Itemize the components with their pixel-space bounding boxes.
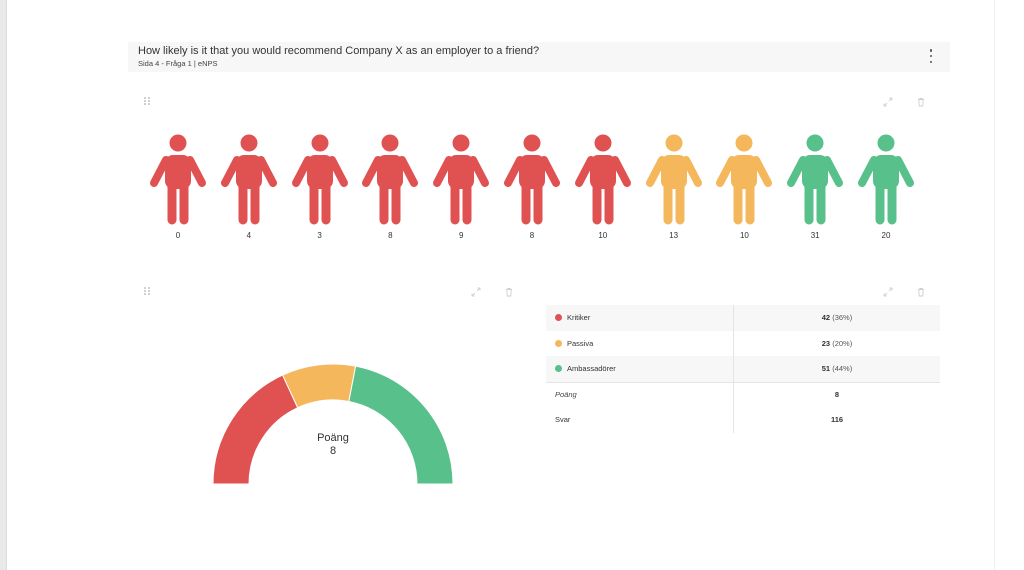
person-count-label: 0: [175, 231, 181, 240]
person-icon: [645, 134, 702, 225]
question-header: How likely is it that you would recommen…: [128, 42, 950, 72]
expand-icon[interactable]: [471, 287, 481, 297]
person-icon: [433, 134, 490, 225]
question-subtitle: Sida 4 - Fråga 1 | eNPS: [138, 59, 218, 68]
person-9: 31: [785, 133, 845, 243]
person-icon: [150, 134, 206, 225]
gauge-svg: [212, 363, 454, 485]
passive-dot: [555, 339, 562, 347]
row-label: Passiva: [567, 338, 594, 348]
person-count-label: 3: [317, 231, 322, 240]
summary-row-ambassadors: Ambassadörer 51 (44%): [546, 356, 940, 382]
delete-icon[interactable]: [916, 97, 926, 107]
score-label: Poäng: [555, 390, 577, 400]
person-icon: [362, 134, 419, 225]
person-6: 10: [573, 133, 633, 243]
drag-handle-icon[interactable]: [144, 97, 150, 105]
window-left-edge: [0, 0, 7, 570]
responses-label: Svar: [555, 415, 571, 425]
person-icon: [716, 134, 773, 225]
row-percent: (20%): [832, 338, 853, 348]
enps-gauge: Poäng 8: [205, 360, 461, 488]
critic-dot: [555, 314, 562, 322]
question-title: How likely is it that you would recommen…: [138, 45, 540, 57]
score-value: 8: [834, 390, 840, 400]
more-options-icon[interactable]: [928, 49, 934, 63]
person-count-label: 31: [810, 231, 820, 240]
row-percent: (44%): [832, 364, 853, 374]
person-icon: [858, 134, 914, 225]
row-count: 42: [821, 313, 831, 323]
person-8: 10: [714, 133, 774, 243]
person-count-label: 13: [669, 231, 679, 240]
expand-icon[interactable]: [883, 287, 893, 297]
window-right-edge: [994, 0, 1024, 570]
row-label: Ambassadörer: [567, 364, 616, 374]
person-count-label: 8: [388, 231, 393, 240]
gauge-segment-kritiker: [212, 374, 299, 485]
person-count-label: 10: [739, 231, 749, 240]
drag-handle-icon[interactable]: [144, 287, 150, 295]
gauge-label: Poäng: [317, 432, 349, 444]
row-count: 51: [821, 364, 831, 374]
row-count: 23: [821, 338, 831, 348]
person-4: 9: [431, 133, 491, 243]
person-icon: [504, 134, 560, 225]
person-2: 3: [290, 133, 350, 243]
summary-row-critics: Kritiker 42 (36%): [546, 305, 940, 331]
person-count-label: 4: [246, 231, 252, 240]
row-label: Kritiker: [567, 313, 591, 323]
person-5: 8: [502, 133, 562, 243]
person-count-label: 20: [881, 231, 891, 240]
gauge-segment-ambassadörer: [348, 365, 454, 485]
row-percent: (36%): [832, 313, 853, 323]
gauge-value: 8: [329, 445, 337, 457]
summary-row-passives: Passiva 23 (20%): [546, 330, 940, 356]
expand-icon[interactable]: [883, 97, 893, 107]
responses-value: 116: [830, 415, 844, 425]
person-3: 8: [360, 133, 420, 243]
person-10: 20: [856, 133, 916, 243]
person-1: 4: [219, 133, 279, 243]
summary-row-score: Poäng 8: [546, 381, 940, 407]
person-icon: [291, 134, 348, 225]
person-icon: [220, 134, 277, 225]
enps-pictogram-chart: 0 4 3 8 9 8 10 13 10 31 20: [148, 133, 928, 243]
person-icon: [787, 134, 844, 225]
person-count-label: 9: [458, 231, 464, 240]
person-count-label: 10: [598, 231, 608, 240]
person-0: 0: [148, 133, 208, 243]
delete-icon[interactable]: [504, 287, 514, 297]
delete-icon[interactable]: [916, 287, 926, 297]
summary-table: Kritiker 42 (36%) Passiva 23 (20%) Ambas…: [546, 305, 940, 433]
ambassador-dot: [555, 365, 562, 373]
person-count-label: 8: [529, 231, 535, 240]
person-icon: [574, 134, 631, 225]
person-7: 13: [644, 133, 704, 243]
summary-row-responses: Svar 116: [546, 407, 940, 433]
